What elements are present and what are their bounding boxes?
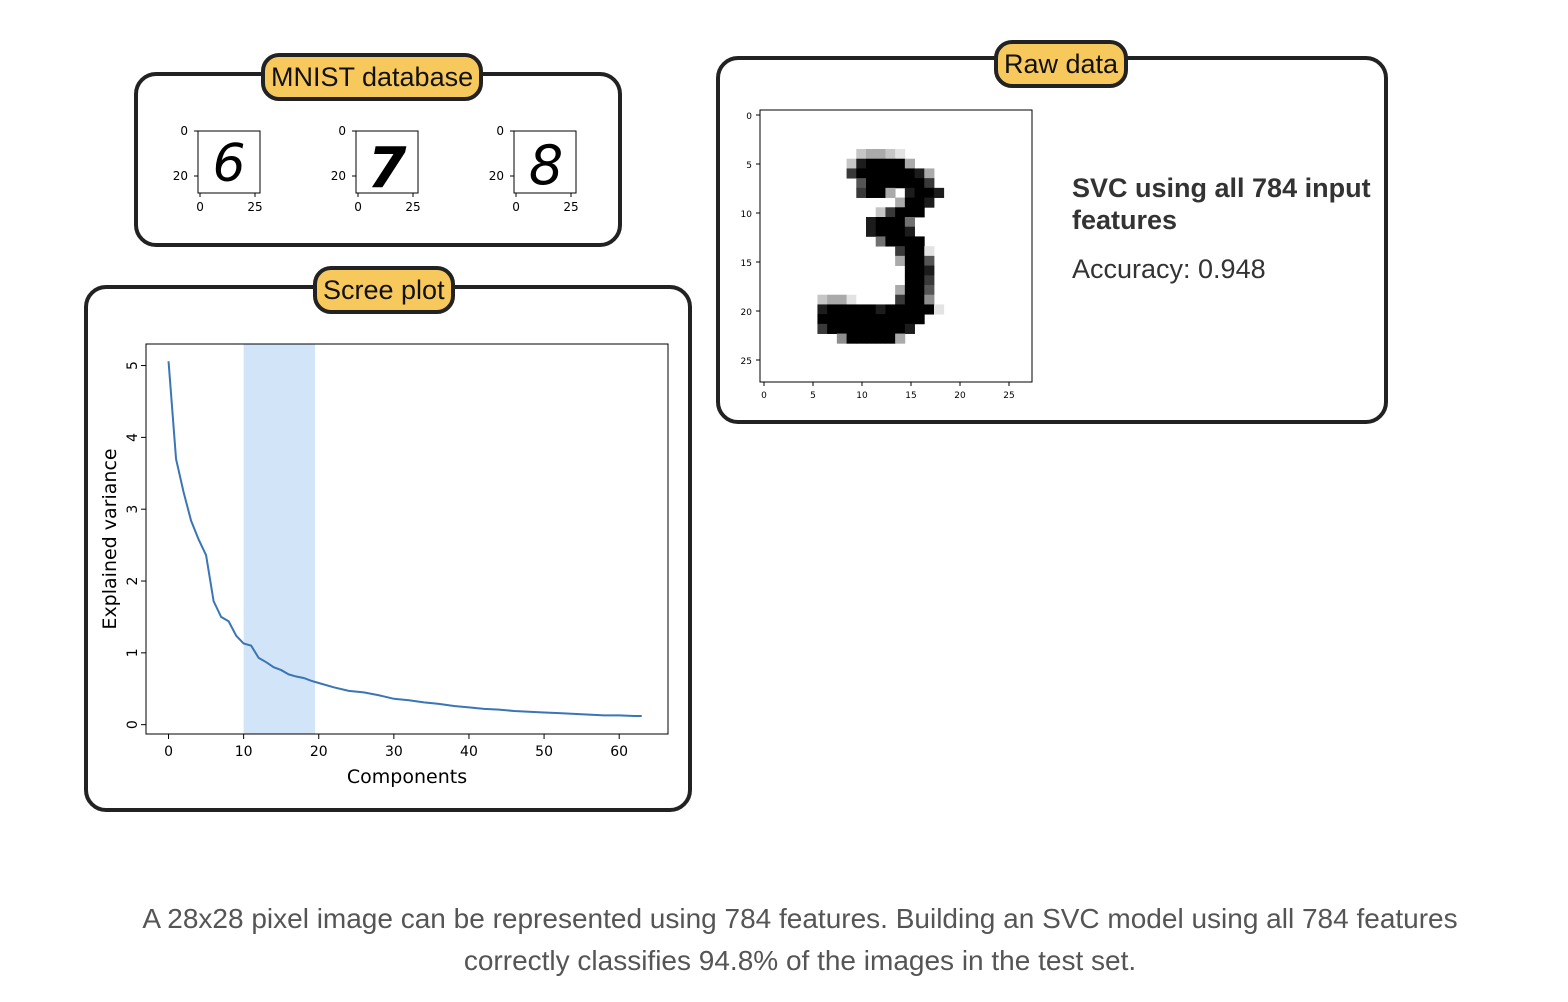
mnist-digit: 7	[368, 136, 407, 201]
tick-label: 20	[954, 391, 966, 401]
mnist-digit: 6	[212, 134, 245, 194]
scree-tag: Scree plot	[313, 266, 455, 314]
pixel-grid	[817, 149, 945, 344]
tick-label: 0	[354, 200, 362, 214]
mnist-tag: MNIST database	[261, 53, 484, 101]
mnist-thumb-8: 8 0 20 0 25	[489, 124, 579, 214]
tick-label: 0	[761, 391, 767, 401]
tick-label: 15	[741, 259, 752, 269]
x-axis-label: Components	[347, 766, 467, 788]
tick-label: 5	[810, 391, 816, 401]
highlight-band	[243, 344, 315, 734]
line-layer	[167, 361, 642, 718]
x-tick-label: 40	[460, 744, 478, 760]
y-axis: 0 1 2 3 4 5	[125, 361, 146, 729]
x-tick-label: 30	[385, 744, 403, 760]
plot-frame	[145, 343, 669, 735]
scree-panel	[84, 285, 692, 812]
tick-label: 20	[173, 169, 188, 183]
tick-label: 25	[563, 200, 578, 214]
raw-y-axis: 0 5 10 15 20 25	[741, 112, 760, 367]
tick-label: 10	[856, 391, 868, 401]
tick-label: 25	[1003, 391, 1014, 401]
tick-label: 0	[496, 124, 504, 138]
raw-digit-image: 0 5 10 15 20 25 0 5 10 15 20 25	[741, 109, 1033, 401]
tick-label: 10	[741, 210, 753, 220]
x-tick-label: 20	[310, 744, 328, 760]
tick-label: 0	[180, 124, 188, 138]
x-tick-label: 60	[610, 744, 628, 760]
x-tick-label: 0	[164, 744, 173, 760]
scree-chart: 0 10 20 30 40 50 60 0 1 2 3 4 5 Components Explaine…	[99, 343, 669, 788]
accuracy-label: Accuracy: 0.948	[1072, 254, 1266, 284]
raw-data-tag: Raw data	[994, 40, 1129, 88]
raw-x-axis: 0 5 10 15 20 25	[761, 382, 1015, 401]
x-axis: 0 10 20 30 40 50 60	[164, 734, 628, 760]
tick-label: 0	[338, 124, 346, 138]
svc-title: SVC using all 784 input features	[1072, 173, 1371, 235]
y-tick-label: 5	[125, 361, 141, 370]
x-tick-label: 10	[235, 744, 253, 760]
caption: A 28x28 pixel image can be represented u…	[142, 903, 1458, 976]
y-axis-label: Explained variance	[99, 448, 121, 629]
mnist-digit: 8	[529, 134, 563, 197]
tick-label: 25	[247, 200, 262, 214]
y-tick-label: 0	[125, 720, 141, 729]
tick-label: 25	[405, 200, 420, 214]
mnist-thumb-7: 7 0 20 0 25	[331, 124, 421, 214]
tick-label: 20	[489, 169, 504, 183]
x-tick-label: 50	[535, 744, 553, 760]
series-line	[167, 361, 642, 718]
tick-label: 0	[746, 112, 752, 122]
tick-label: 20	[331, 169, 346, 183]
tick-label: 25	[741, 357, 752, 367]
tick-label: 0	[512, 200, 520, 214]
tick-label: 15	[905, 391, 916, 401]
tick-label: 20	[741, 308, 753, 318]
y-tick-label: 2	[125, 577, 141, 586]
y-tick-label: 4	[125, 433, 141, 442]
y-tick-label: 3	[125, 505, 141, 514]
tick-label: 5	[746, 161, 752, 171]
mnist-thumbnails: 6 0 20 0 25 7 0 20 0 25 8 0 20 0 25	[173, 124, 579, 214]
y-tick-label: 1	[125, 648, 141, 657]
tick-label: 0	[196, 200, 204, 214]
mnist-thumb-6: 6 0 20 0 25	[173, 124, 263, 214]
